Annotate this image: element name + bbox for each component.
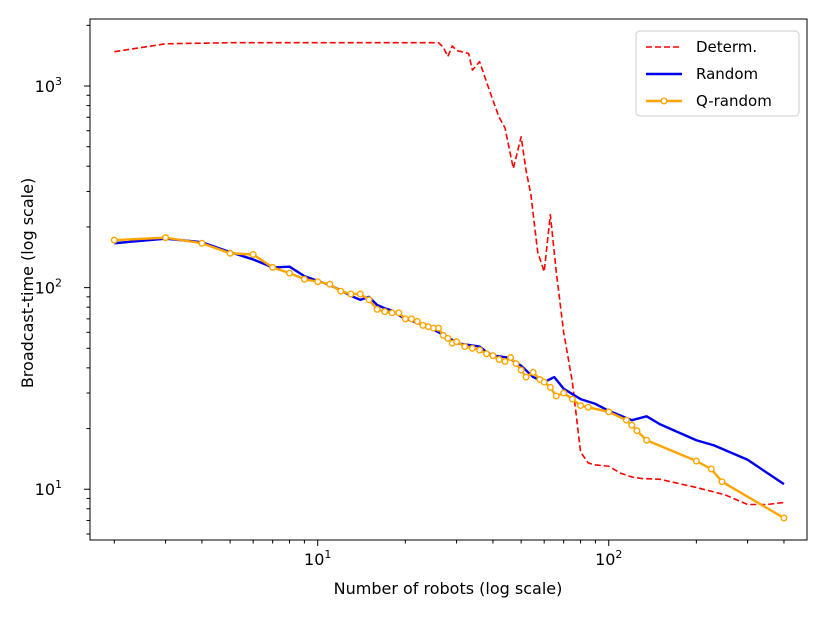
data-point [226,249,234,257]
y-tick-label-base: 10 [35,77,55,96]
data-point [337,287,345,295]
data-point [314,278,322,286]
x-tick-label: 102 [595,548,622,569]
y-tick-label-exponent: 1 [55,478,62,491]
y-tick-label: 101 [35,478,62,499]
data-point [643,436,651,444]
data-point [249,250,257,258]
x-tick-label-exponent: 2 [615,548,622,561]
x-tick-label-exponent: 1 [324,548,331,561]
data-point [517,366,525,374]
data-point [560,389,568,397]
data-point [718,478,726,486]
y-tick-label-base: 10 [35,480,55,499]
y-tick-label: 103 [35,75,62,96]
data-point [444,334,452,342]
y-tick-label: 102 [35,277,62,298]
x-tick-label: 101 [304,548,331,569]
legend-item: Random [646,65,758,83]
data-point [568,395,576,403]
legend-label: Determ. [696,38,757,56]
y-tick-label-base: 10 [35,279,55,298]
data-point [373,305,381,313]
data-point [381,308,389,316]
data-point [552,392,560,400]
data-point [780,514,788,522]
data-point [628,421,636,429]
data-point [489,352,497,360]
y-axis-label: Broadcast-time (log scale) [18,178,37,388]
data-point [388,309,396,317]
series-line [114,236,785,520]
data-point [300,275,308,283]
legend-item: Q-random [646,92,772,110]
data-point [540,378,548,386]
legend: Determ. Random Q-random [635,30,800,117]
x-tick-label-base: 10 [595,550,615,569]
data-point [269,263,277,271]
data-point [365,296,373,304]
data-point [395,309,403,317]
data-point [605,408,613,416]
data-point [347,290,355,298]
y-tick-label-exponent: 3 [55,75,62,88]
data-point [546,383,554,391]
data-point [501,358,509,366]
legend-item: Determ. [646,38,757,56]
x-tick-label-base: 10 [304,550,324,569]
data-point [512,360,520,368]
data-point [401,315,409,323]
data-point [584,403,592,411]
data-point [707,465,715,473]
data-point [408,315,416,323]
legend-marker [660,97,668,105]
legend-box [635,30,800,117]
y-tick-label-exponent: 2 [55,277,62,290]
data-point [495,356,503,364]
data-point [529,368,537,376]
data-point [468,344,476,352]
data-point [286,269,294,277]
data-point [326,280,334,288]
data-point [692,457,700,465]
legend-items: Determ. Random Q-random [646,38,772,110]
data-point [110,236,118,244]
legend-label: Q-random [696,92,772,110]
data-point [522,373,530,381]
series-line [114,41,785,506]
data-point [633,427,641,435]
data-point [482,350,490,358]
plot-frame [89,18,808,541]
series-q-random [110,234,788,522]
series-layer [110,41,788,522]
data-point [356,290,364,298]
data-point [198,239,206,247]
data-point [476,346,484,354]
data-point [434,324,442,332]
data-point [622,416,630,424]
data-point [507,354,515,362]
data-point [413,317,421,325]
legend-label: Random [696,65,758,83]
series-determ [114,41,785,506]
data-point [577,402,585,410]
data-point [439,331,447,339]
data-point [162,234,170,242]
data-point [461,343,469,351]
x-axis-label: Number of robots (log scale) [334,579,563,598]
data-point [453,338,461,346]
